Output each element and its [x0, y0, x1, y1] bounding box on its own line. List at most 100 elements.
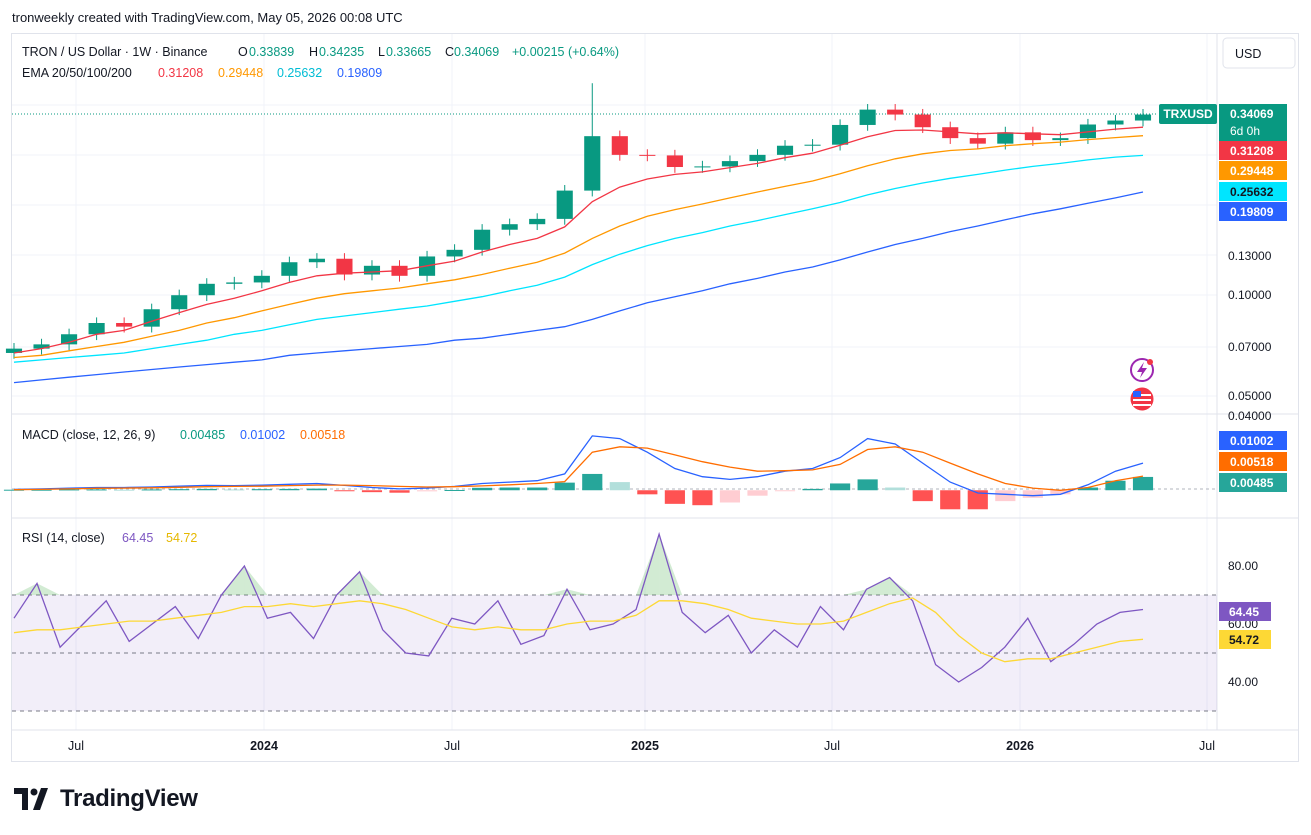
macd-histogram-bar — [444, 489, 465, 491]
ema20-tag: 0.31208 — [1230, 144, 1274, 158]
rsi-lines[interactable] — [13, 531, 1144, 683]
macd-histogram-bar — [967, 490, 988, 510]
last-price-label: 0.34069 — [1230, 107, 1274, 121]
ema100-line — [13, 154, 1144, 363]
legend-close: 0.34069 — [454, 45, 499, 59]
macd-histogram[interactable] — [3, 473, 1154, 510]
macd-histogram-bar — [609, 482, 630, 491]
time-tick: 2026 — [1006, 739, 1034, 753]
rsi-line — [13, 531, 1144, 683]
macd-histogram-bar — [169, 489, 190, 491]
candle-body — [88, 322, 105, 335]
macd-histogram-bar — [774, 490, 796, 492]
candle-body — [914, 114, 931, 128]
candle-body — [474, 229, 491, 250]
tradingview-wordmark: TradingView — [60, 785, 198, 812]
macd-histogram-bar — [361, 490, 383, 493]
price-tick: 0.10000 — [1228, 288, 1272, 302]
candle-body — [997, 132, 1014, 144]
candle-body — [1107, 120, 1124, 125]
macd-histogram-bar — [416, 490, 438, 492]
macd-histogram-bar — [830, 483, 851, 491]
macd-histogram-bar — [885, 487, 906, 491]
rsi-overbought-fill — [244, 566, 268, 595]
macd-histogram-bar — [86, 489, 107, 491]
lightning-icon[interactable] — [1130, 358, 1154, 382]
rsi-overbought-fill — [566, 589, 591, 595]
price-candles[interactable] — [5, 83, 1152, 359]
macd-histogram-bar — [719, 490, 741, 503]
macd-histogram-bar — [664, 490, 685, 504]
macd-histogram-bar — [1077, 487, 1099, 491]
macd-price-tags: 0.01002 0.00518 0.00485 — [1219, 431, 1287, 492]
candle-body — [969, 138, 986, 144]
price-tick: 0.04000 — [1228, 409, 1272, 423]
macd-value: 0.01002 — [240, 428, 285, 442]
macd-legend-title: MACD (close, 12, 26, 9) — [22, 428, 155, 442]
rsi-ma-line — [13, 597, 1144, 663]
rsi-value: 64.45 — [122, 531, 153, 545]
candle-body — [501, 224, 518, 230]
time-scale[interactable]: Jul 2024 Jul 2025 Jul 2026 Jul — [68, 739, 1215, 753]
macd-histogram-bar — [857, 479, 878, 491]
legend-low: 0.33665 — [386, 45, 431, 59]
legend-open-label: O — [238, 45, 248, 59]
legend-low-label: L — [378, 45, 385, 59]
time-tick: 2024 — [250, 739, 278, 753]
macd-legend: MACD (close, 12, 26, 9) 0.00485 0.01002 … — [22, 428, 345, 442]
rsi-legend-title: RSI (14, close) — [22, 531, 105, 545]
candle-body — [308, 258, 325, 263]
tradingview-logo[interactable]: TradingView — [14, 784, 198, 814]
macd-signal-tag: 0.00518 — [1230, 455, 1274, 469]
price-legend: TRON / US Dollar · 1W · Binance O 0.3383… — [22, 45, 619, 80]
macd-lines[interactable] — [13, 435, 1144, 497]
macd-histogram-bar — [196, 488, 217, 491]
macd-histogram-bar — [1022, 490, 1043, 498]
macd-tag: 0.01002 — [1230, 434, 1274, 448]
macd-histogram-bar — [114, 489, 135, 491]
ema-price-tags: 0.31208 0.29448 0.25632 0.19809 — [1219, 141, 1287, 221]
ema200-line — [13, 191, 1144, 384]
candle-body — [832, 124, 849, 145]
legend-title: TRON / US Dollar · 1W · Binance — [22, 45, 208, 59]
candle-body — [666, 155, 683, 168]
legend-open: 0.33839 — [249, 45, 294, 59]
candle-body — [804, 144, 821, 146]
time-tick: 2025 — [631, 739, 659, 753]
candle-body — [1024, 132, 1041, 141]
ema100-tag: 0.25632 — [1230, 185, 1274, 199]
candle-body — [529, 218, 546, 225]
price-tick: 0.07000 — [1228, 340, 1272, 354]
legend-high-label: H — [309, 45, 318, 59]
macd-histogram-bar — [637, 490, 658, 495]
price-tick: 0.13000 — [1228, 249, 1272, 263]
ema20-value: 0.31208 — [158, 66, 203, 80]
time-tick: Jul — [444, 739, 460, 753]
macd-histogram-bar — [251, 489, 272, 491]
macd-histogram-bar — [1132, 476, 1154, 491]
rsi-ma-value: 54.72 — [166, 531, 197, 545]
macd-histogram-bar — [692, 490, 713, 506]
rsi-tick: 80.00 — [1228, 559, 1258, 573]
rsi-overbought-fill — [636, 534, 660, 595]
legend-change: +0.00215 (+0.64%) — [512, 45, 619, 59]
rsi-legend: RSI (14, close) 64.45 54.72 — [22, 531, 197, 545]
price-tick: 0.05000 — [1228, 389, 1272, 403]
currency-button[interactable]: USD — [1222, 37, 1296, 69]
macd-histogram-bar — [554, 482, 575, 491]
macd-histogram-bar — [940, 490, 961, 510]
rsi-tag: 64.45 — [1229, 605, 1259, 619]
candle-body — [887, 109, 904, 115]
macd-histogram-bar — [912, 490, 933, 502]
price-scale[interactable]: 0.13000 0.10000 0.07000 0.05000 0.04000 … — [1228, 249, 1272, 689]
macd-histogram-bar — [31, 489, 52, 491]
macd-histogram-bar — [224, 489, 245, 491]
candle-body — [5, 348, 23, 353]
candle-body — [1134, 114, 1152, 121]
rsi-overbought-fill — [866, 577, 890, 595]
macd-hist-tag: 0.00485 — [1230, 476, 1274, 490]
us-flag-icon[interactable] — [1130, 387, 1154, 411]
rsi-tick: 40.00 — [1228, 675, 1258, 689]
ema-lines[interactable] — [13, 126, 1144, 384]
